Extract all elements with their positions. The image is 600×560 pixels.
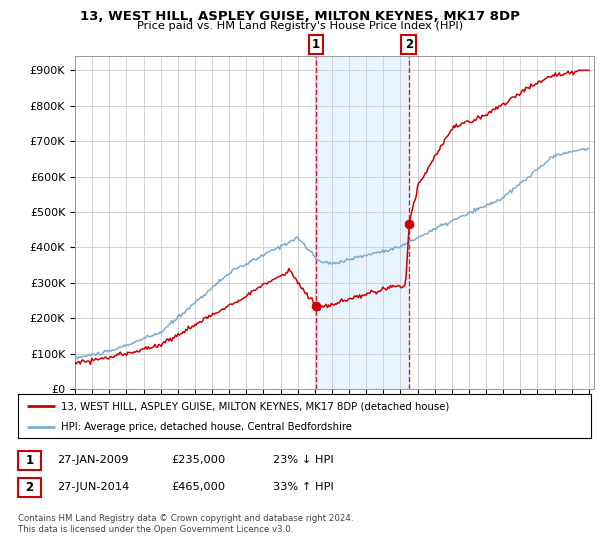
Bar	[316, 56, 409, 389]
Text: 27-JUN-2014: 27-JUN-2014	[57, 482, 129, 492]
Text: £235,000: £235,000	[171, 455, 225, 465]
Text: 2: 2	[405, 38, 413, 51]
Text: 1: 1	[25, 454, 34, 467]
Text: 23% ↓ HPI: 23% ↓ HPI	[273, 455, 334, 465]
Text: 2: 2	[25, 480, 34, 494]
Text: Price paid vs. HM Land Registry's House Price Index (HPI): Price paid vs. HM Land Registry's House …	[137, 21, 463, 31]
Text: £465,000: £465,000	[171, 482, 225, 492]
Text: 13, WEST HILL, ASPLEY GUISE, MILTON KEYNES, MK17 8DP (detached house): 13, WEST HILL, ASPLEY GUISE, MILTON KEYN…	[61, 401, 449, 411]
Text: 27-JAN-2009: 27-JAN-2009	[57, 455, 128, 465]
Text: 1: 1	[312, 38, 320, 51]
Text: 13, WEST HILL, ASPLEY GUISE, MILTON KEYNES, MK17 8DP: 13, WEST HILL, ASPLEY GUISE, MILTON KEYN…	[80, 10, 520, 23]
Text: 33% ↑ HPI: 33% ↑ HPI	[273, 482, 334, 492]
Text: Contains HM Land Registry data © Crown copyright and database right 2024.
This d: Contains HM Land Registry data © Crown c…	[18, 514, 353, 534]
Text: HPI: Average price, detached house, Central Bedfordshire: HPI: Average price, detached house, Cent…	[61, 422, 352, 432]
